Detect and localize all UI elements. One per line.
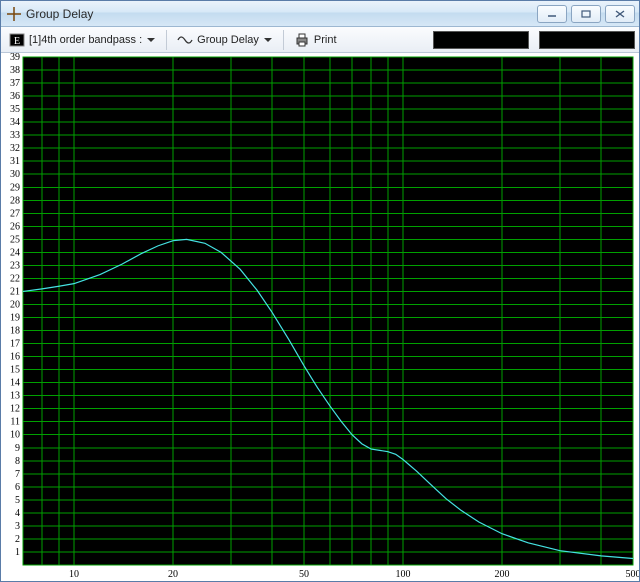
svg-text:24: 24 (10, 247, 20, 258)
titlebar: Group Delay (1, 1, 639, 27)
svg-text:16: 16 (10, 352, 20, 363)
svg-text:28: 28 (10, 195, 20, 206)
svg-text:37: 37 (10, 78, 20, 89)
svg-text:6: 6 (15, 482, 20, 493)
svg-text:38: 38 (10, 65, 20, 76)
filter-icon: E (9, 32, 25, 48)
svg-text:10: 10 (10, 430, 20, 441)
mode-selector[interactable]: Group Delay (173, 29, 277, 51)
svg-text:3: 3 (15, 521, 20, 532)
svg-text:30: 30 (10, 169, 20, 180)
separator (166, 30, 167, 50)
readout-box-1 (433, 31, 529, 49)
svg-text:23: 23 (10, 260, 20, 271)
mode-label: Group Delay (197, 34, 259, 46)
svg-text:5: 5 (15, 495, 20, 506)
svg-text:50: 50 (299, 569, 309, 580)
svg-text:100: 100 (396, 569, 411, 580)
svg-text:29: 29 (10, 182, 20, 193)
svg-text:1: 1 (15, 547, 20, 558)
svg-text:7: 7 (15, 469, 20, 480)
filter-label: [1]4th order bandpass : (29, 34, 142, 46)
svg-text:32: 32 (10, 143, 20, 154)
wave-icon (177, 32, 193, 48)
svg-text:20: 20 (168, 569, 178, 580)
svg-text:15: 15 (10, 365, 20, 376)
app-window: Group Delay E [1]4th order bandpass : (0, 0, 640, 582)
close-button[interactable] (605, 5, 635, 23)
svg-text:39: 39 (10, 53, 20, 63)
svg-text:17: 17 (10, 339, 20, 350)
svg-text:26: 26 (10, 221, 20, 232)
svg-text:31: 31 (10, 156, 20, 167)
svg-text:34: 34 (10, 117, 20, 128)
maximize-button[interactable] (571, 5, 601, 23)
svg-text:2: 2 (15, 534, 20, 545)
svg-text:21: 21 (10, 286, 20, 297)
group-delay-chart: 1234567891011121314151617181920212223242… (1, 53, 639, 581)
svg-text:14: 14 (10, 378, 20, 389)
svg-text:10: 10 (69, 569, 79, 580)
printer-icon (294, 32, 310, 48)
svg-text:8: 8 (15, 456, 20, 467)
separator (283, 30, 284, 50)
minimize-button[interactable] (537, 5, 567, 23)
svg-text:35: 35 (10, 104, 20, 115)
chevron-down-icon (263, 36, 273, 44)
svg-text:200: 200 (495, 569, 510, 580)
svg-text:500: 500 (626, 569, 640, 580)
svg-text:13: 13 (10, 391, 20, 402)
chart-area: 1234567891011121314151617181920212223242… (1, 53, 639, 581)
svg-text:25: 25 (10, 234, 20, 245)
chevron-down-icon (146, 36, 156, 44)
toolbar: E [1]4th order bandpass : Group Delay Pr… (1, 27, 639, 53)
svg-text:33: 33 (10, 130, 20, 141)
window-title: Group Delay (26, 7, 93, 21)
svg-text:11: 11 (10, 417, 20, 428)
print-label: Print (314, 34, 337, 46)
readout-box-2 (539, 31, 635, 49)
crosshair-icon (7, 7, 21, 21)
svg-text:4: 4 (15, 508, 20, 519)
svg-text:E: E (14, 36, 20, 47)
svg-text:18: 18 (10, 326, 20, 337)
svg-text:36: 36 (10, 91, 20, 102)
print-button[interactable]: Print (290, 29, 341, 51)
svg-text:9: 9 (15, 443, 20, 454)
svg-text:22: 22 (10, 273, 20, 284)
svg-text:12: 12 (10, 404, 20, 415)
svg-text:20: 20 (10, 299, 20, 310)
svg-text:27: 27 (10, 208, 20, 219)
filter-selector[interactable]: E [1]4th order bandpass : (5, 29, 160, 51)
svg-text:19: 19 (10, 313, 20, 324)
